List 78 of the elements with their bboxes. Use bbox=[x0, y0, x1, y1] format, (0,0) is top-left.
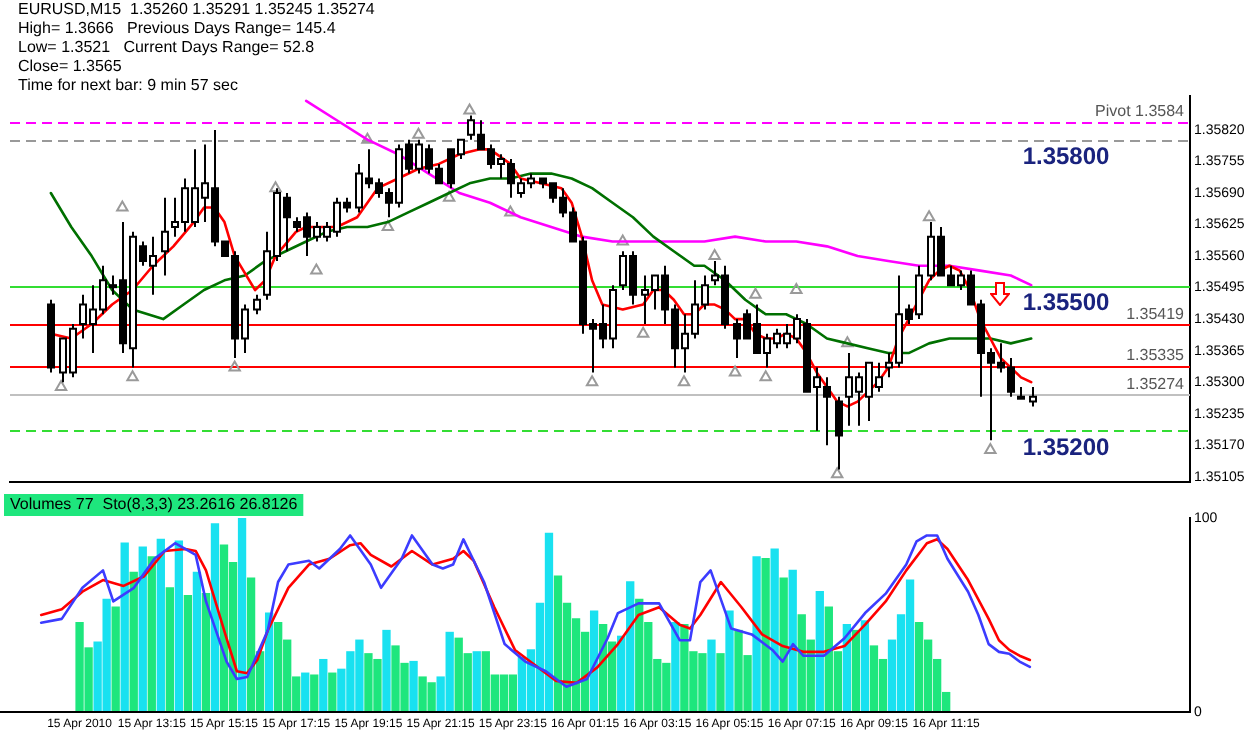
annotation: 1.35419 bbox=[1126, 304, 1186, 323]
point bbox=[984, 443, 997, 455]
point bbox=[636, 326, 650, 338]
bar bbox=[174, 540, 184, 712]
point bbox=[616, 234, 629, 246]
bar bbox=[788, 569, 797, 712]
point bbox=[585, 375, 599, 387]
bar bbox=[120, 542, 129, 712]
bar bbox=[553, 575, 563, 712]
point bbox=[412, 127, 425, 139]
bar bbox=[725, 610, 734, 712]
bar bbox=[274, 622, 283, 712]
bar bbox=[716, 653, 725, 712]
bar bbox=[761, 558, 770, 712]
bar bbox=[508, 674, 518, 712]
annotation: 1.35335 bbox=[1126, 345, 1186, 364]
bar bbox=[156, 538, 165, 712]
text: Low= 1.3521 Current Days Range= 52.8 bbox=[18, 38, 316, 57]
point bbox=[463, 103, 476, 115]
point bbox=[728, 365, 742, 377]
point bbox=[708, 249, 721, 261]
point bbox=[922, 210, 936, 222]
bar bbox=[671, 622, 680, 712]
bar bbox=[201, 593, 211, 712]
bar bbox=[237, 518, 247, 712]
point bbox=[759, 370, 772, 382]
bar bbox=[544, 532, 554, 712]
ref-line-label: 1.35500 bbox=[1022, 287, 1111, 316]
bar bbox=[409, 660, 418, 712]
bar bbox=[165, 587, 174, 712]
point bbox=[790, 283, 803, 295]
bar bbox=[869, 645, 879, 712]
bar bbox=[752, 556, 761, 712]
point bbox=[228, 360, 241, 372]
point bbox=[504, 205, 517, 217]
point bbox=[381, 219, 395, 231]
point bbox=[269, 181, 282, 193]
point bbox=[442, 190, 456, 202]
point bbox=[126, 370, 139, 382]
bar bbox=[914, 622, 924, 712]
bar bbox=[707, 639, 716, 712]
ref-line-label: 1.35800 bbox=[1022, 142, 1111, 171]
point bbox=[116, 200, 129, 212]
bar bbox=[770, 548, 779, 712]
bar bbox=[851, 629, 861, 712]
text: EURUSD,M15 1.35260 1.35291 1.35245 1.35274 bbox=[18, 0, 376, 19]
bar bbox=[319, 658, 328, 712]
text: Close= 1.3565 bbox=[18, 57, 123, 76]
text: High= 1.3666 Previous Days Range= 145.4 bbox=[18, 19, 337, 38]
bar bbox=[328, 672, 337, 712]
annotation: Pivot 1.3584 bbox=[1095, 101, 1186, 120]
bar bbox=[635, 598, 644, 712]
bar bbox=[246, 577, 256, 712]
bar bbox=[111, 606, 120, 712]
point bbox=[361, 132, 374, 144]
annotation: 1.35274 bbox=[1126, 375, 1186, 394]
bar bbox=[382, 629, 391, 712]
ref-line-label: 1.35200 bbox=[1022, 433, 1111, 462]
point bbox=[749, 287, 762, 299]
point bbox=[310, 263, 323, 275]
bar bbox=[815, 591, 824, 712]
bar bbox=[192, 571, 202, 712]
point bbox=[54, 380, 68, 392]
bar bbox=[310, 674, 319, 712]
point bbox=[841, 336, 854, 348]
chart-title: Volumes 77 Sto(8,3,3) 23.2616 26.8126 bbox=[10, 495, 299, 514]
bar bbox=[301, 672, 310, 712]
bar bbox=[472, 651, 481, 712]
text: Time for next bar: 9 min 57 sec bbox=[18, 76, 238, 95]
bar bbox=[860, 620, 870, 712]
bar bbox=[779, 577, 788, 712]
point bbox=[830, 467, 844, 479]
bar bbox=[183, 594, 193, 712]
bar bbox=[138, 546, 147, 712]
bar bbox=[129, 571, 138, 712]
bar bbox=[147, 556, 156, 712]
bar bbox=[905, 579, 915, 712]
point bbox=[677, 375, 691, 387]
